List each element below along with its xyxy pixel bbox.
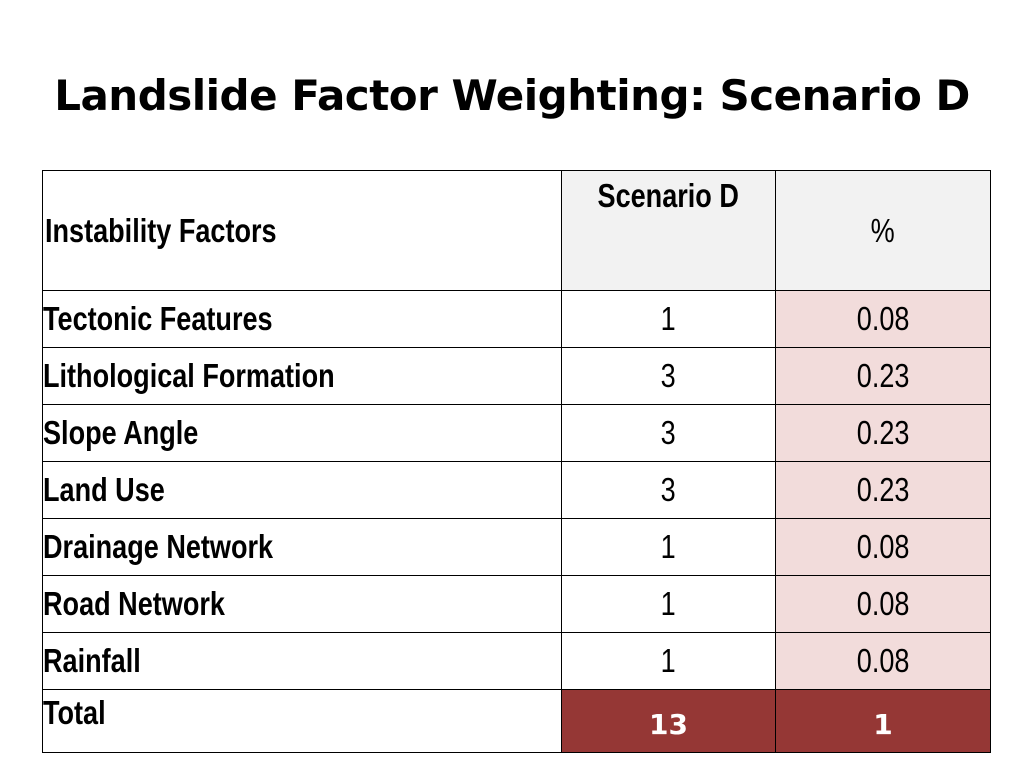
scenario-score: 3 bbox=[561, 347, 776, 405]
scenario-score: 1 bbox=[561, 632, 776, 690]
factor-name: Land Use bbox=[42, 461, 562, 519]
factor-name: Road Network bbox=[42, 575, 562, 633]
scenario-score: 1 bbox=[561, 518, 776, 576]
header-percent: % bbox=[775, 170, 991, 291]
factor-name: Drainage Network bbox=[42, 518, 562, 576]
total-score: 13 bbox=[561, 689, 776, 753]
percent-value: 0.08 bbox=[775, 518, 991, 576]
header-instability-factors: Instability Factors bbox=[42, 170, 562, 291]
factor-name: Rainfall bbox=[42, 632, 562, 690]
percent-value: 0.23 bbox=[775, 347, 991, 405]
table-row: Lithological Formation 3 0.23 bbox=[42, 347, 991, 405]
slide-title: Landslide Factor Weighting: Scenario D bbox=[54, 71, 970, 120]
table-row: Slope Angle 3 0.23 bbox=[42, 404, 991, 462]
factor-name: Tectonic Features bbox=[42, 290, 562, 348]
percent-value: 0.08 bbox=[775, 632, 991, 690]
total-label: Total bbox=[42, 689, 562, 753]
scenario-score: 3 bbox=[561, 461, 776, 519]
weighting-table: Instability Factors Scenario D % Tectoni… bbox=[42, 170, 991, 753]
total-percent: 1 bbox=[775, 689, 991, 753]
table-row: Tectonic Features 1 0.08 bbox=[42, 290, 991, 348]
table-row: Drainage Network 1 0.08 bbox=[42, 518, 991, 576]
scenario-score: 3 bbox=[561, 404, 776, 462]
table-header-row: Instability Factors Scenario D % bbox=[42, 170, 991, 291]
factor-name: Lithological Formation bbox=[42, 347, 562, 405]
header-scenario-d: Scenario D bbox=[561, 170, 776, 291]
percent-value: 0.08 bbox=[775, 290, 991, 348]
table-row: Land Use 3 0.23 bbox=[42, 461, 991, 519]
percent-value: 0.23 bbox=[775, 461, 991, 519]
table-row: Road Network 1 0.08 bbox=[42, 575, 991, 633]
total-row: Total 13 1 bbox=[42, 689, 991, 753]
scenario-score: 1 bbox=[561, 575, 776, 633]
percent-value: 0.08 bbox=[775, 575, 991, 633]
table-row: Rainfall 1 0.08 bbox=[42, 632, 991, 690]
factor-name: Slope Angle bbox=[42, 404, 562, 462]
scenario-score: 1 bbox=[561, 290, 776, 348]
percent-value: 0.23 bbox=[775, 404, 991, 462]
